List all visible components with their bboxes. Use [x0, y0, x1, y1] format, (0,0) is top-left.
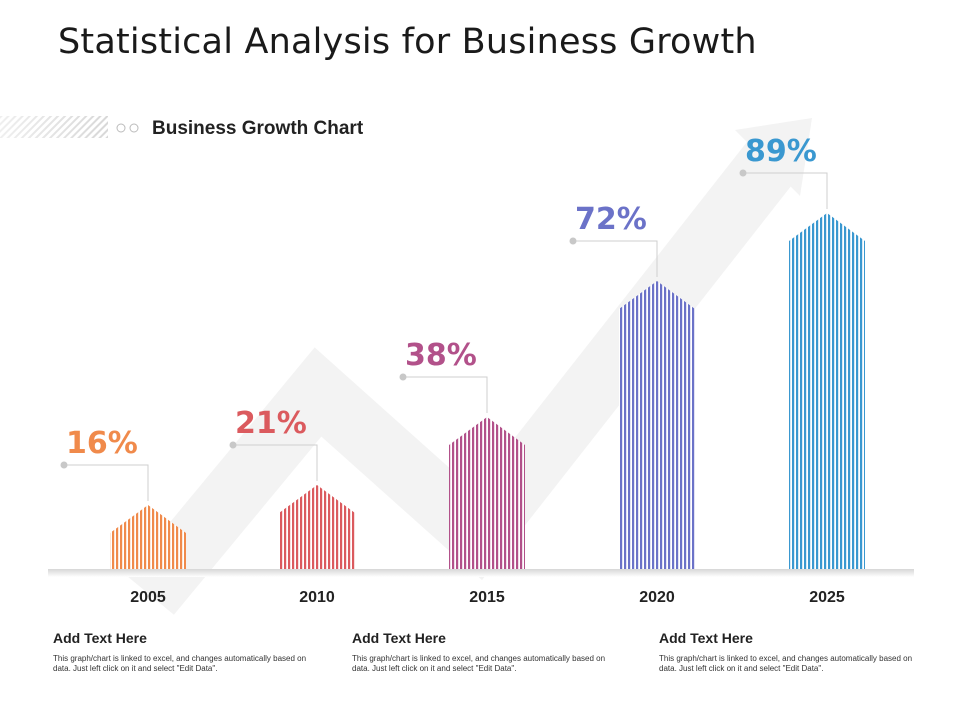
bar-2010	[279, 485, 355, 569]
category-label-2020: 2020	[639, 589, 675, 606]
slide-title: Statistical Analysis for Business Growth	[58, 22, 757, 62]
leader-line-2020	[573, 240, 658, 277]
footer-note-body: This graph/chart is linked to excel, and…	[659, 654, 913, 673]
leader-line-2005	[64, 464, 149, 501]
footer-note-body: This graph/chart is linked to excel, and…	[352, 654, 606, 673]
category-label-2015: 2015	[469, 589, 505, 606]
value-label-2005: 16%	[66, 426, 138, 461]
bar-2015	[449, 417, 525, 569]
chart-baseline	[48, 569, 914, 577]
background-arrow-head	[735, 118, 812, 196]
leader-line-2025	[743, 172, 828, 209]
leader-dot-2010	[229, 441, 237, 449]
value-label-2025: 89%	[745, 134, 817, 169]
chart-heading: Business Growth Chart	[152, 118, 364, 139]
bar-2025	[789, 213, 865, 569]
value-label-2010: 21%	[235, 406, 307, 441]
leader-dot-2015	[399, 373, 407, 381]
category-label-2025: 2025	[809, 589, 845, 606]
footer-note-3: Add Text Here This graph/chart is linked…	[659, 630, 921, 674]
footer-note-body: This graph/chart is linked to excel, and…	[53, 654, 307, 673]
footer-note-2: Add Text Here This graph/chart is linked…	[352, 630, 614, 674]
leader-line-2015	[403, 376, 488, 413]
leader-dot-2025	[739, 169, 747, 177]
bar-2020	[619, 281, 695, 569]
value-label-2020: 72%	[575, 202, 647, 237]
decorative-dots	[116, 123, 139, 133]
decorative-stripes	[0, 116, 108, 138]
footer-note-1: Add Text Here This graph/chart is linked…	[53, 630, 315, 674]
category-label-2010: 2010	[299, 589, 335, 606]
leader-dot-2020	[569, 237, 577, 245]
footer-note-heading: Add Text Here	[352, 630, 446, 646]
leader-line-2010	[233, 444, 318, 481]
leader-dot-2005	[60, 461, 68, 469]
footer-note-heading: Add Text Here	[53, 630, 147, 646]
bar-2005	[110, 505, 186, 569]
value-label-2015: 38%	[405, 338, 477, 373]
footer-note-heading: Add Text Here	[659, 630, 753, 646]
category-label-2005: 2005	[130, 589, 166, 606]
